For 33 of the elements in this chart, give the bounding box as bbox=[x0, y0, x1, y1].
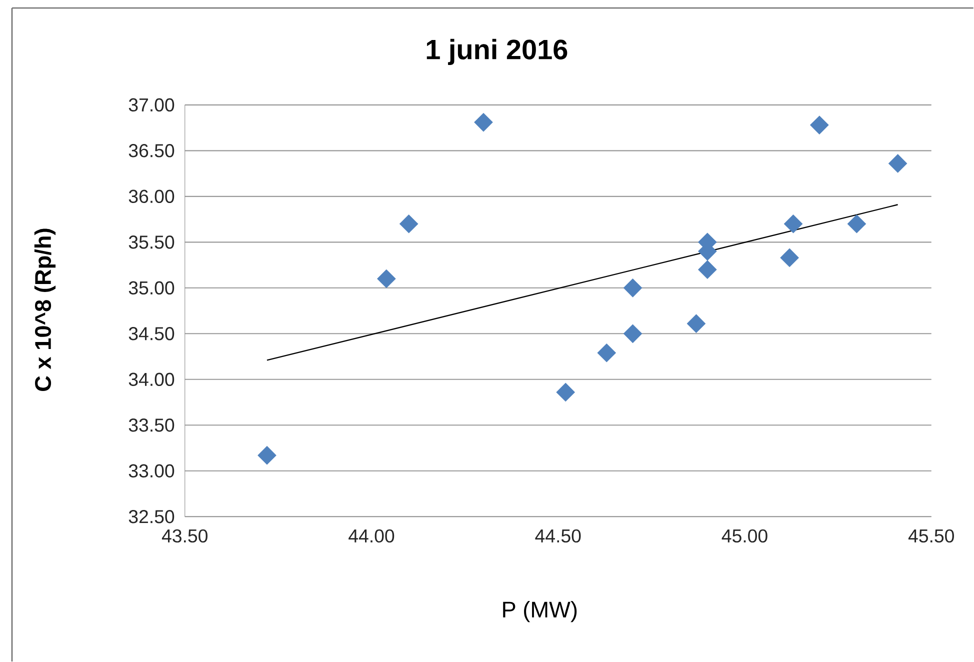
chart-title: 1 juni 2016 bbox=[426, 38, 568, 65]
point bbox=[686, 314, 706, 333]
x-tick-label: 45.50 bbox=[908, 529, 954, 542]
point bbox=[784, 214, 803, 234]
point bbox=[623, 278, 642, 298]
point bbox=[597, 343, 616, 362]
point bbox=[888, 154, 908, 173]
point bbox=[556, 382, 575, 402]
x-tick-label: 44.50 bbox=[535, 529, 581, 542]
point bbox=[400, 214, 418, 234]
point bbox=[810, 116, 829, 134]
x-tick-label: 45.00 bbox=[722, 529, 768, 542]
point bbox=[623, 324, 642, 343]
point bbox=[698, 260, 717, 279]
x-tick-label: 44.00 bbox=[348, 529, 394, 542]
y-tick-label: 37.00 bbox=[128, 98, 174, 112]
y-tick-label: 36.50 bbox=[128, 144, 174, 158]
y-tick-label: 36.00 bbox=[128, 190, 174, 203]
y-tick-label: 32.50 bbox=[128, 510, 174, 524]
y-axis-title: C x 10^8 (Rp/h) bbox=[34, 228, 56, 391]
point bbox=[780, 248, 799, 267]
y-tick-label: 35.00 bbox=[128, 281, 174, 294]
point bbox=[474, 112, 493, 132]
point bbox=[847, 214, 866, 234]
y-tick-label: 33.00 bbox=[128, 464, 174, 478]
point bbox=[258, 446, 276, 465]
y-tick-label: 33.50 bbox=[128, 418, 174, 432]
y-tick-label: 35.50 bbox=[128, 235, 174, 249]
y-tick-label: 34.00 bbox=[128, 372, 174, 386]
x-axis-title: P (MW) bbox=[503, 600, 577, 622]
x-tick-label: 43.50 bbox=[162, 529, 208, 542]
y-tick-label: 34.50 bbox=[128, 326, 174, 340]
point bbox=[377, 269, 396, 288]
